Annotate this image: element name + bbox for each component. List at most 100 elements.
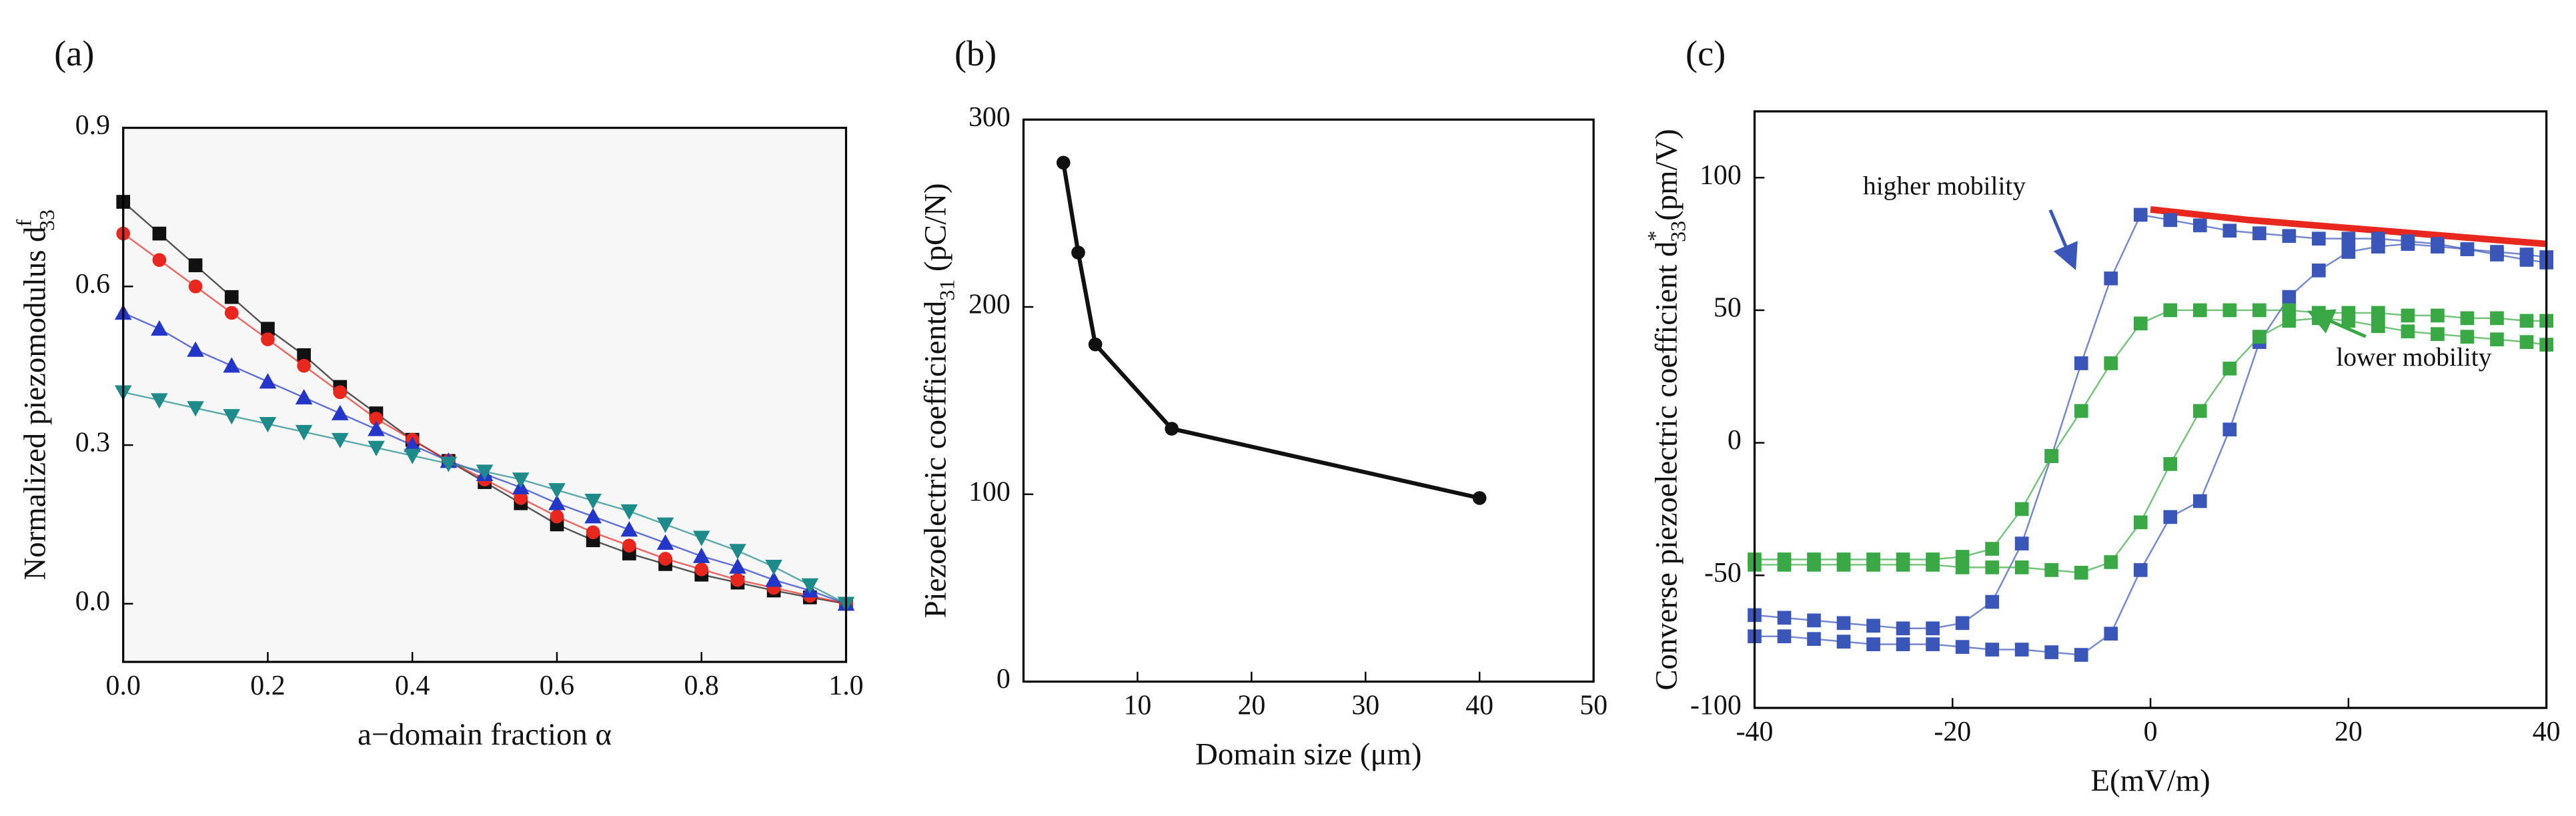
marker (1926, 558, 1940, 572)
marker (2519, 253, 2534, 267)
series-line (1754, 214, 2547, 630)
marker (2519, 335, 2534, 349)
marker (1165, 422, 1179, 436)
marker (2104, 627, 2118, 641)
x-tick-label: 20 (1237, 691, 1265, 721)
marker (2044, 645, 2059, 659)
marker (1896, 621, 1910, 636)
marker (1896, 558, 1910, 572)
x-tick-label: 0.4 (395, 671, 430, 701)
marker (1926, 637, 1940, 651)
marker (152, 226, 167, 241)
marker (259, 373, 277, 389)
marker (1896, 637, 1910, 651)
marker (369, 412, 384, 426)
panel-label: (a) (54, 33, 94, 73)
x-tick-label: 10 (1123, 691, 1151, 721)
marker (1777, 558, 1792, 572)
marker (2431, 237, 2445, 251)
series-line (1754, 309, 2547, 560)
y-tick-label: 0.6 (75, 269, 110, 300)
annotation-arrow (2048, 209, 2078, 271)
x-axis-label: Domain size (μm) (1195, 737, 1421, 772)
marker (2401, 324, 2415, 339)
marker (2371, 319, 2385, 334)
x-tick-label: 40 (1465, 691, 1493, 721)
marker (261, 332, 275, 346)
marker (151, 320, 168, 336)
marker (2252, 226, 2267, 241)
marker (187, 341, 204, 357)
marker (368, 440, 385, 456)
marker (622, 538, 636, 553)
marker (2014, 643, 2029, 657)
marker (550, 509, 564, 524)
marker (1866, 558, 1880, 572)
marker (2341, 245, 2356, 259)
marker (440, 456, 458, 472)
series-line (2150, 206, 2547, 248)
marker (1836, 616, 1851, 631)
marker (2222, 422, 2237, 437)
marker (1807, 632, 1821, 647)
marker (2044, 563, 2059, 577)
marker (620, 521, 638, 537)
marker (1088, 337, 1103, 352)
y-tick-label: 100 (969, 476, 1011, 507)
marker (1985, 594, 1999, 609)
marker (2431, 308, 2445, 323)
marker (1926, 621, 1940, 636)
marker (2222, 362, 2237, 376)
marker (2460, 330, 2475, 344)
marker (1836, 558, 1851, 572)
marker (1866, 637, 1880, 651)
marker (729, 558, 746, 574)
marker (620, 504, 638, 520)
marker (332, 432, 349, 448)
x-tick-label: 0.6 (540, 671, 574, 701)
marker (2074, 648, 2088, 662)
marker (1472, 491, 1487, 505)
x-tick-label: 0.2 (250, 671, 285, 701)
marker (1955, 640, 1970, 654)
marker (514, 490, 528, 505)
marker (2490, 248, 2504, 262)
x-tick-label: -40 (1736, 717, 1774, 747)
marker (548, 494, 566, 510)
x-tick-label: 0 (2144, 717, 2158, 747)
marker (692, 547, 710, 563)
marker (2104, 356, 2118, 370)
panel-label: (b) (954, 33, 997, 73)
marker (1807, 613, 1821, 628)
marker (152, 253, 167, 268)
marker (2222, 224, 2237, 238)
y-label-sub: 31 (935, 280, 959, 301)
x-tick-label: 30 (1351, 691, 1379, 721)
marker (2163, 510, 2178, 524)
y-tick-label: 0 (1728, 425, 1742, 456)
marker (1955, 550, 1970, 564)
marker (188, 258, 203, 272)
marker (224, 290, 239, 304)
marker (1985, 542, 1999, 556)
marker (2014, 536, 2029, 550)
x-axis-label: a−domain fraction α (358, 717, 612, 752)
marker (295, 424, 313, 441)
marker (2014, 560, 2029, 574)
marker (1955, 616, 1970, 631)
series-line (1754, 317, 2547, 574)
marker (223, 409, 241, 425)
marker (223, 357, 241, 373)
marker (1866, 619, 1880, 633)
marker (261, 322, 275, 336)
chart: (b) 10 20 30 40 50 0 100 200 300 Domain size (μm) P… (918, 33, 1607, 772)
y-axis-label: Converse piezoelectric coefficient d*33(… (1644, 129, 1690, 691)
marker (151, 393, 168, 409)
marker (2074, 404, 2088, 418)
marker (2371, 232, 2385, 246)
y-tick-label: 100 (1700, 160, 1742, 191)
plot-background (123, 127, 846, 663)
marker (2252, 303, 2267, 318)
marker (586, 525, 600, 540)
